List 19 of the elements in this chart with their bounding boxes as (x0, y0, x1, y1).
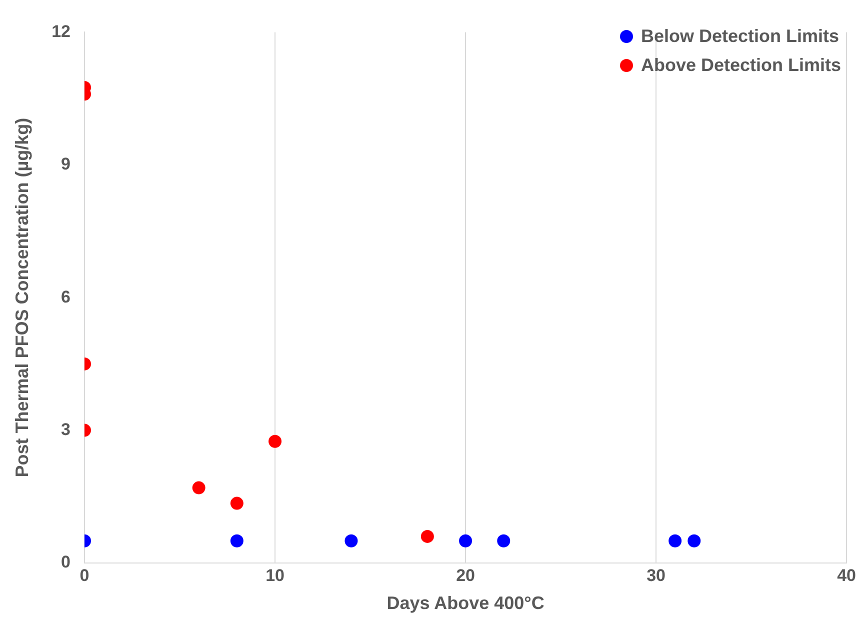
y-tick-label: 9 (61, 154, 71, 174)
x-tick-label: 0 (80, 566, 90, 585)
legend-label: Below Detection Limits (640, 26, 839, 47)
point (688, 534, 701, 548)
x-tick-label: 40 (837, 566, 856, 585)
y-tick-label: 0 (61, 552, 71, 572)
y-axis-title: Post Thermal PFOS Concentration (µg/kg) (12, 118, 32, 478)
y-tick-label: 3 (61, 420, 71, 439)
point (668, 534, 682, 548)
x-tick-label: 30 (646, 566, 666, 585)
point (459, 534, 472, 548)
y-tick-label: 12 (52, 22, 71, 41)
point (497, 534, 510, 548)
x-tick-label: 20 (456, 566, 475, 585)
legend-label: Above Detection Limits (640, 55, 841, 76)
x-axis-title: Days Above 400°C (386, 593, 544, 614)
x-tick-label: 10 (266, 566, 284, 585)
y-tick-label: 6 (61, 287, 71, 306)
point (344, 534, 358, 548)
